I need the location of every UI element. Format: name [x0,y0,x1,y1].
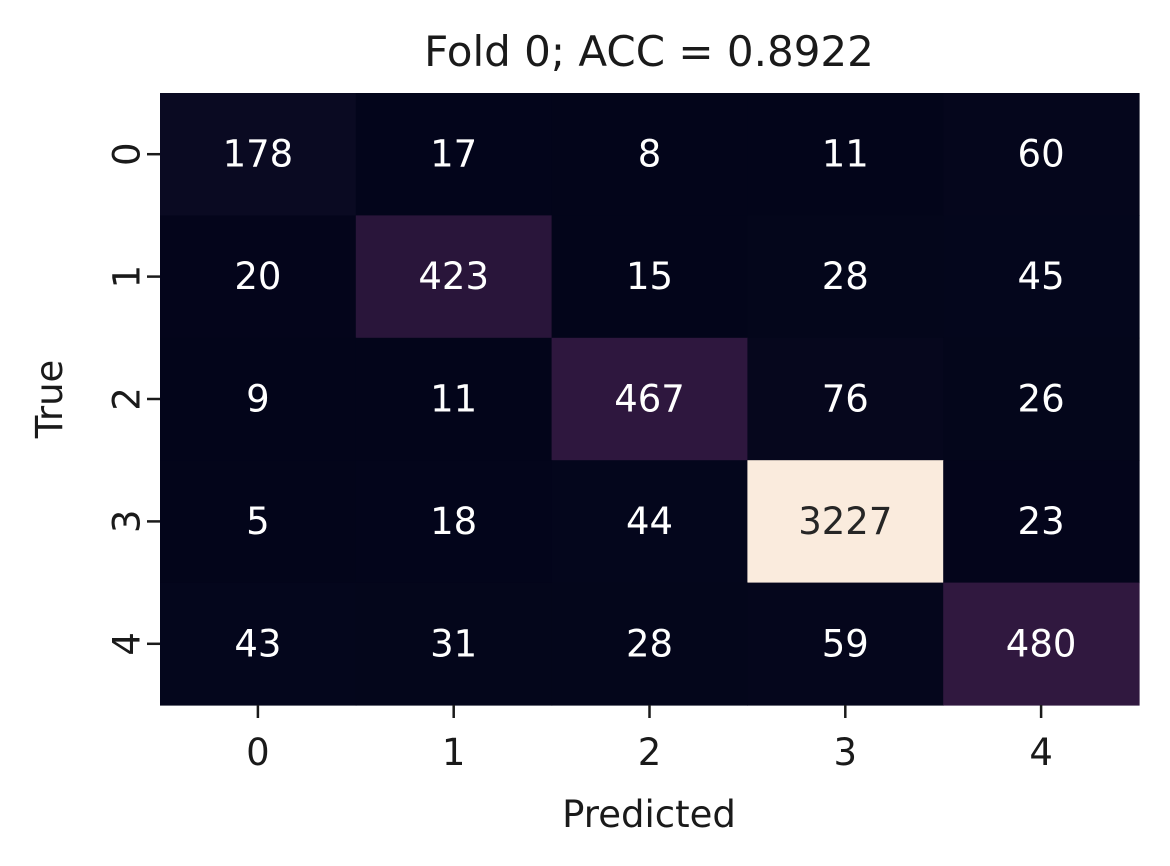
heatmap-cell-value: 31 [430,622,477,665]
heatmap-cell [355,582,553,706]
heatmap-cell-value: 43 [234,622,281,665]
heatmap-cell-value: 8 [638,133,662,176]
heatmap-cell-value: 11 [822,133,869,176]
heatmap-cell [943,460,1140,584]
heatmap-cell-value: 60 [1018,133,1065,176]
heatmap-cell-value: 45 [1018,255,1065,298]
heatmap-cell-value: 15 [626,255,673,298]
heatmap-cell [943,337,1140,461]
heatmap-cell [355,460,553,584]
heatmap-cell-value: 44 [626,500,673,543]
x-tick-label: 2 [638,731,662,774]
y-tick-label: 0 [106,142,149,166]
heatmap-cell-value: 26 [1018,378,1065,421]
heatmap-cell [160,337,357,461]
heatmap-cell-value: 28 [626,622,673,665]
heatmap-cell [747,337,944,461]
heatmap-cell-value: 3227 [798,500,892,543]
heatmap-cell-value: 11 [430,378,477,421]
heatmap-cell-value: 5 [246,500,270,543]
heatmap-cell-value: 59 [822,622,869,665]
heatmap-cell-value: 17 [430,133,477,176]
heatmap-cell [551,215,748,339]
heatmap-cell [551,582,748,706]
heatmap-cell [943,582,1140,706]
heatmap-cell [355,93,553,216]
heatmap-cell [355,215,553,339]
heatmap-cell [943,215,1140,339]
heatmap-cell-value: 467 [614,378,685,421]
heatmap-cell [551,93,748,216]
heatmap-cell [747,582,944,706]
heatmap-cell-value: 76 [822,378,869,421]
heatmap-cell [160,460,357,584]
heatmap-cell [747,215,944,339]
chart-title: Fold 0; ACC = 0.8922 [424,27,874,76]
heatmap-cell [551,460,748,584]
x-axis-ticks: 0 1 2 3 4 [246,705,1053,774]
y-axis-ticks: 0 1 2 3 4 [106,142,160,656]
heatmap-cell [747,460,944,584]
x-tick-label: 0 [246,731,270,774]
heatmap-cell-value: 28 [822,255,869,298]
y-tick-label: 4 [106,632,149,656]
x-tick-label: 3 [834,731,858,774]
heatmap-cell [160,582,357,706]
heatmap-cell-value: 23 [1018,500,1065,543]
heatmap-cell [160,215,357,339]
x-tick-label: 4 [1029,731,1053,774]
y-tick-label: 2 [106,387,149,411]
heatmap-cell [355,337,553,461]
heatmap-cell [747,93,944,216]
heatmap-cell-value: 423 [418,255,489,298]
heatmap-cell [551,337,748,461]
heatmap-cells [160,93,1140,706]
heatmap-cell [160,93,357,216]
heatmap-cell-value: 20 [234,255,281,298]
x-axis-label: Predicted [562,793,736,836]
x-tick-label: 1 [442,731,466,774]
heatmap-cell-value: 178 [223,133,294,176]
heatmap-cell-value: 480 [1006,622,1077,665]
heatmap-cell-value: 9 [246,378,270,421]
y-axis-label: True [28,360,71,440]
y-tick-label: 1 [106,265,149,289]
y-tick-label: 3 [106,510,149,534]
heatmap-cell [943,93,1140,216]
heatmap-cell-value: 18 [430,500,477,543]
